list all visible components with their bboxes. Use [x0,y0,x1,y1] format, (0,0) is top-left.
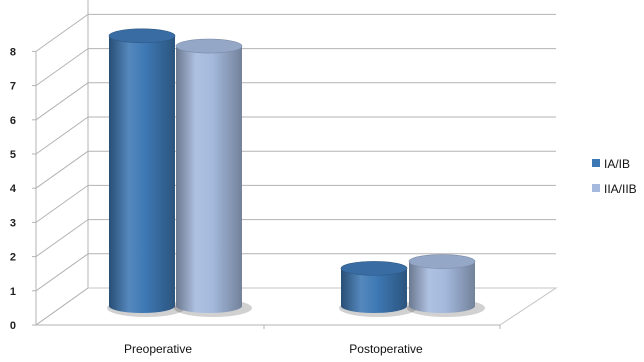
chart-walls [34,0,558,329]
bar-top-cap [175,38,243,54]
bar-top-cap [408,254,476,269]
gridline-side [35,287,89,326]
gridline-side [35,184,89,223]
y-axis-tick-labels: 0 1 2 3 4 5 6 7 8 [10,46,17,332]
bar-top-cap [108,28,176,44]
y-tick-label: 2 [10,252,16,264]
bar-top-cap [340,261,408,276]
gridline-side [35,48,89,87]
chart-bars [107,28,485,317]
legend-label: IIA/IIB [604,182,637,196]
y-tick-label: 3 [10,217,16,229]
legend-swatch [592,159,600,167]
bar-iia-iib-preoperative [176,46,242,313]
y-tick-label: 5 [10,149,16,161]
chart-legend: IA/IB IIA/IIB [592,157,637,196]
bar-iia-iib-postoperative [409,261,475,313]
y-tick-label: 6 [10,115,16,127]
bar-ia-ib-preoperative [109,35,175,313]
bar-ia-ib-postoperative [341,268,407,313]
gridline-side [35,116,89,155]
gridline-side [35,219,89,258]
gridline-side [35,150,89,189]
x-category-label: Preoperative [124,342,192,356]
legend-swatch [592,184,600,192]
gridline-side [35,82,89,121]
y-tick-label: 7 [10,81,16,93]
gridline-side [35,13,89,52]
gridline-side [35,253,89,292]
y-tick-label: 1 [10,286,16,298]
x-category-label: Postoperative [349,342,423,356]
y-tick-label: 0 [10,320,16,332]
legend-label: IA/IB [604,157,630,171]
y-tick-label: 4 [10,183,17,195]
x-axis-category-labels: Preoperative Postoperative [124,342,423,356]
y-tick-label: 8 [10,46,16,58]
